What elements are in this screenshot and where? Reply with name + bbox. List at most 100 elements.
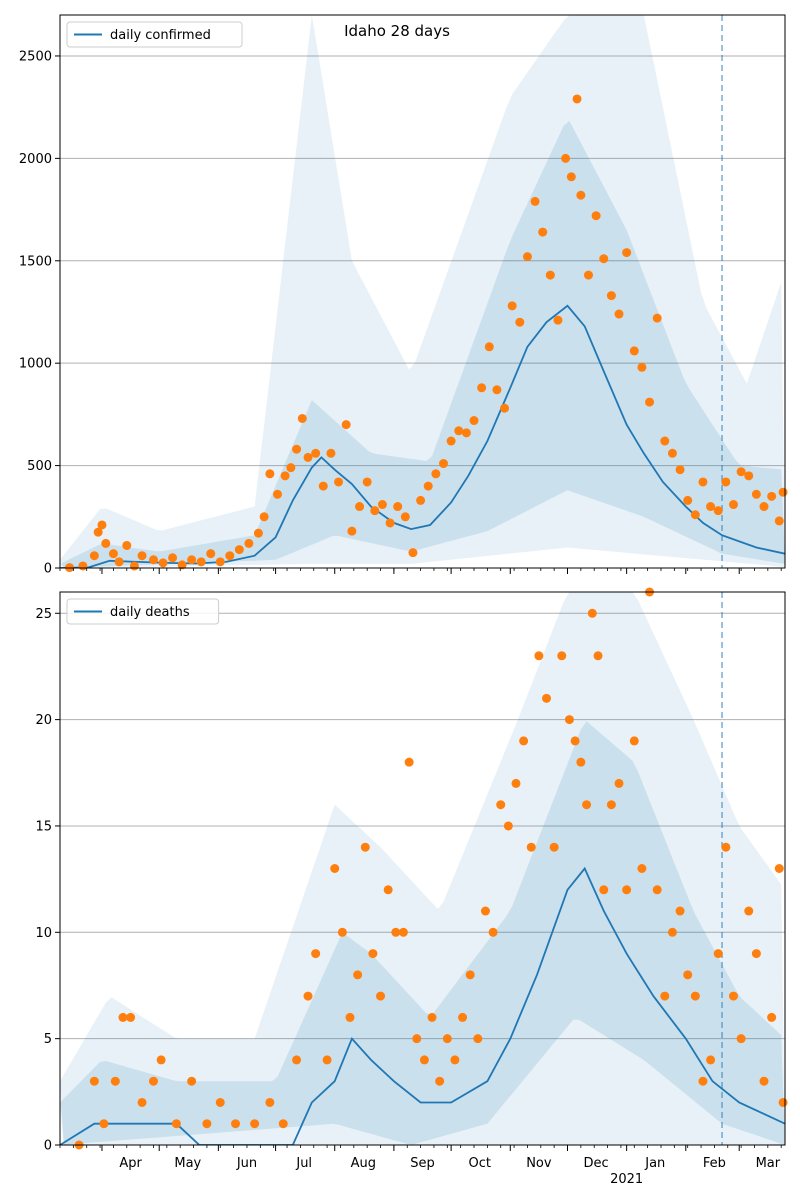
data-point — [774, 516, 784, 526]
y-tick-label: 25 — [35, 607, 52, 622]
x-tick-label: Apr — [119, 1156, 142, 1171]
x-tick-label: Oct — [468, 1156, 490, 1171]
data-point — [416, 495, 426, 505]
data-point — [566, 172, 576, 182]
data-point — [675, 465, 685, 475]
data-point — [101, 538, 111, 548]
data-point — [484, 342, 494, 352]
data-point — [570, 736, 580, 746]
data-point — [337, 927, 347, 937]
data-point — [526, 842, 536, 852]
data-point — [530, 196, 540, 206]
data-point — [564, 715, 574, 725]
data-point — [587, 608, 597, 618]
data-point — [582, 800, 592, 810]
x-tick-label: Aug — [351, 1156, 376, 1171]
x-tick-label: Jun — [236, 1156, 257, 1171]
data-point — [751, 489, 761, 499]
data-point — [231, 1119, 241, 1129]
data-point — [511, 778, 521, 788]
data-point — [93, 527, 103, 537]
plot-frame — [59, 14, 786, 569]
data-point — [683, 495, 693, 505]
data-point — [393, 502, 403, 512]
data-point — [622, 248, 632, 258]
data-point — [713, 949, 723, 959]
data-point — [667, 448, 677, 458]
data-point — [759, 1076, 769, 1086]
data-point — [606, 291, 616, 301]
data-point — [114, 557, 124, 567]
data-point — [477, 383, 487, 393]
y-tick-label: 2500 — [19, 49, 52, 64]
data-point — [519, 736, 529, 746]
data-point — [593, 651, 603, 661]
data-point — [303, 452, 313, 462]
data-point — [652, 313, 662, 323]
y-tick-label: 500 — [27, 459, 52, 474]
data-point — [360, 842, 370, 852]
data-point — [728, 991, 738, 1001]
data-point — [515, 317, 525, 327]
data-point — [744, 906, 754, 916]
legend-box — [66, 21, 243, 48]
data-point — [599, 254, 609, 264]
data-point — [334, 477, 344, 487]
data-point — [667, 927, 677, 937]
data-point — [622, 885, 632, 895]
data-point — [419, 1055, 429, 1065]
data-point — [137, 551, 147, 561]
data-point — [202, 1119, 212, 1129]
data-point — [400, 512, 410, 522]
data-point — [660, 991, 670, 1001]
x-tick-label: Feb — [703, 1156, 726, 1171]
data-point — [435, 1076, 445, 1086]
data-point — [465, 970, 475, 980]
x-year-label: 2021 — [610, 1172, 643, 1187]
data-point — [599, 885, 609, 895]
uncertainty-band — [60, 121, 785, 568]
data-point — [690, 991, 700, 1001]
data-point — [206, 549, 216, 559]
data-point — [408, 548, 418, 558]
data-point — [538, 227, 548, 237]
data-point — [311, 448, 321, 458]
data-point — [534, 651, 544, 661]
data-point — [503, 821, 513, 831]
data-point — [353, 970, 363, 980]
data-point — [713, 506, 723, 516]
data-point — [767, 491, 777, 501]
data-point — [774, 864, 784, 873]
data-point — [322, 1055, 332, 1065]
y-tick-label: 5 — [44, 1032, 52, 1047]
data-point — [156, 1055, 166, 1065]
data-point — [250, 1119, 260, 1129]
data-point — [362, 477, 372, 487]
plot-frame — [59, 591, 786, 1146]
data-point — [110, 1076, 120, 1086]
data-point — [225, 551, 235, 561]
data-point — [97, 520, 107, 530]
data-point — [297, 413, 307, 423]
data-point — [751, 949, 761, 959]
data-point — [496, 800, 506, 810]
data-point — [108, 549, 118, 559]
data-point — [706, 1055, 716, 1065]
data-point — [522, 252, 532, 262]
data-point — [330, 864, 340, 873]
data-point — [196, 557, 206, 567]
data-point — [171, 1119, 181, 1129]
data-point — [345, 1012, 355, 1022]
data-point — [450, 1055, 460, 1065]
data-point — [458, 1012, 468, 1022]
data-point — [480, 906, 490, 916]
data-point — [265, 469, 275, 479]
y-tick-label: 0 — [44, 562, 52, 577]
data-point — [78, 561, 88, 571]
data-point — [507, 301, 517, 311]
y-tick-label: 2000 — [19, 152, 52, 167]
data-point — [652, 885, 662, 895]
data-point — [583, 270, 593, 280]
data-point — [303, 991, 313, 1001]
